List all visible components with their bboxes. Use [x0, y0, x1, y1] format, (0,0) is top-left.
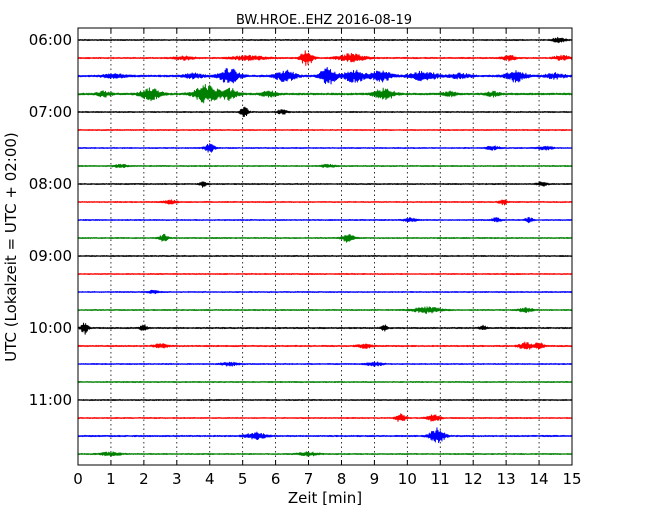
x-axis-label: Zeit [min]: [288, 489, 362, 507]
y-axis-label: UTC (Lokalzeit = UTC + 02:00): [2, 132, 20, 362]
plot-frame: [77, 27, 573, 466]
x-tick-label: 6: [271, 470, 281, 488]
trace-1045: [77, 380, 573, 384]
trace-0600: [77, 36, 573, 44]
trace-1130: [77, 427, 573, 444]
trace-0945: [77, 306, 573, 314]
trace-1115: [77, 413, 573, 422]
trace-0700: [77, 106, 573, 118]
y-tick-label: 09:00: [29, 247, 72, 265]
trace-0930: [77, 289, 573, 295]
traces: [77, 36, 573, 457]
trace-0745: [77, 163, 573, 169]
chart-title: BW.HROE..EHZ 2016-08-19: [236, 13, 412, 28]
x-tick-label: 0: [73, 470, 83, 488]
trace-0830: [77, 216, 573, 224]
x-tick-label: 4: [205, 470, 215, 488]
x-tick-label: 12: [464, 470, 483, 488]
trace-1145: [77, 451, 573, 457]
x-tick-label: 13: [497, 470, 516, 488]
trace-0630: [77, 67, 573, 85]
x-tick-label: 1: [106, 470, 116, 488]
trace-0800: [77, 181, 573, 188]
trace-0715: [77, 128, 573, 132]
trace-0615: [77, 50, 573, 66]
y-axis-ticks: 06:00 07:00 08:00 09:00 10:00 11:00: [29, 31, 572, 409]
trace-0815: [77, 199, 573, 206]
x-tick-label: 9: [370, 470, 380, 488]
x-axis-ticks: 0 1 2 3 4 5 6 7 8 9 10 11 12 13 14 15: [73, 28, 582, 488]
trace-1000: [77, 322, 573, 335]
grid: [110, 28, 540, 465]
trace-0645: [77, 83, 573, 104]
x-tick-label: 3: [172, 470, 182, 488]
x-tick-label: 11: [431, 470, 450, 488]
x-tick-label: 10: [398, 470, 417, 488]
trace-0900: [77, 254, 573, 258]
trace-0730: [77, 143, 573, 153]
y-tick-label: 08:00: [29, 175, 72, 193]
trace-1100: [77, 398, 573, 402]
trace-1015: [77, 341, 573, 350]
x-tick-label: 5: [238, 470, 248, 488]
trace-0915: [77, 272, 573, 276]
trace-0845: [77, 233, 573, 243]
x-tick-label: 2: [139, 470, 149, 488]
trace-1030: [77, 361, 573, 367]
x-tick-label: 14: [530, 470, 549, 488]
x-tick-label: 8: [337, 470, 347, 488]
y-tick-label: 07:00: [29, 103, 72, 121]
y-tick-label: 06:00: [29, 31, 72, 49]
y-tick-label: 10:00: [29, 319, 72, 337]
x-tick-label: 7: [304, 470, 314, 488]
y-tick-label: 11:00: [29, 391, 72, 409]
x-tick-label: 15: [562, 470, 581, 488]
